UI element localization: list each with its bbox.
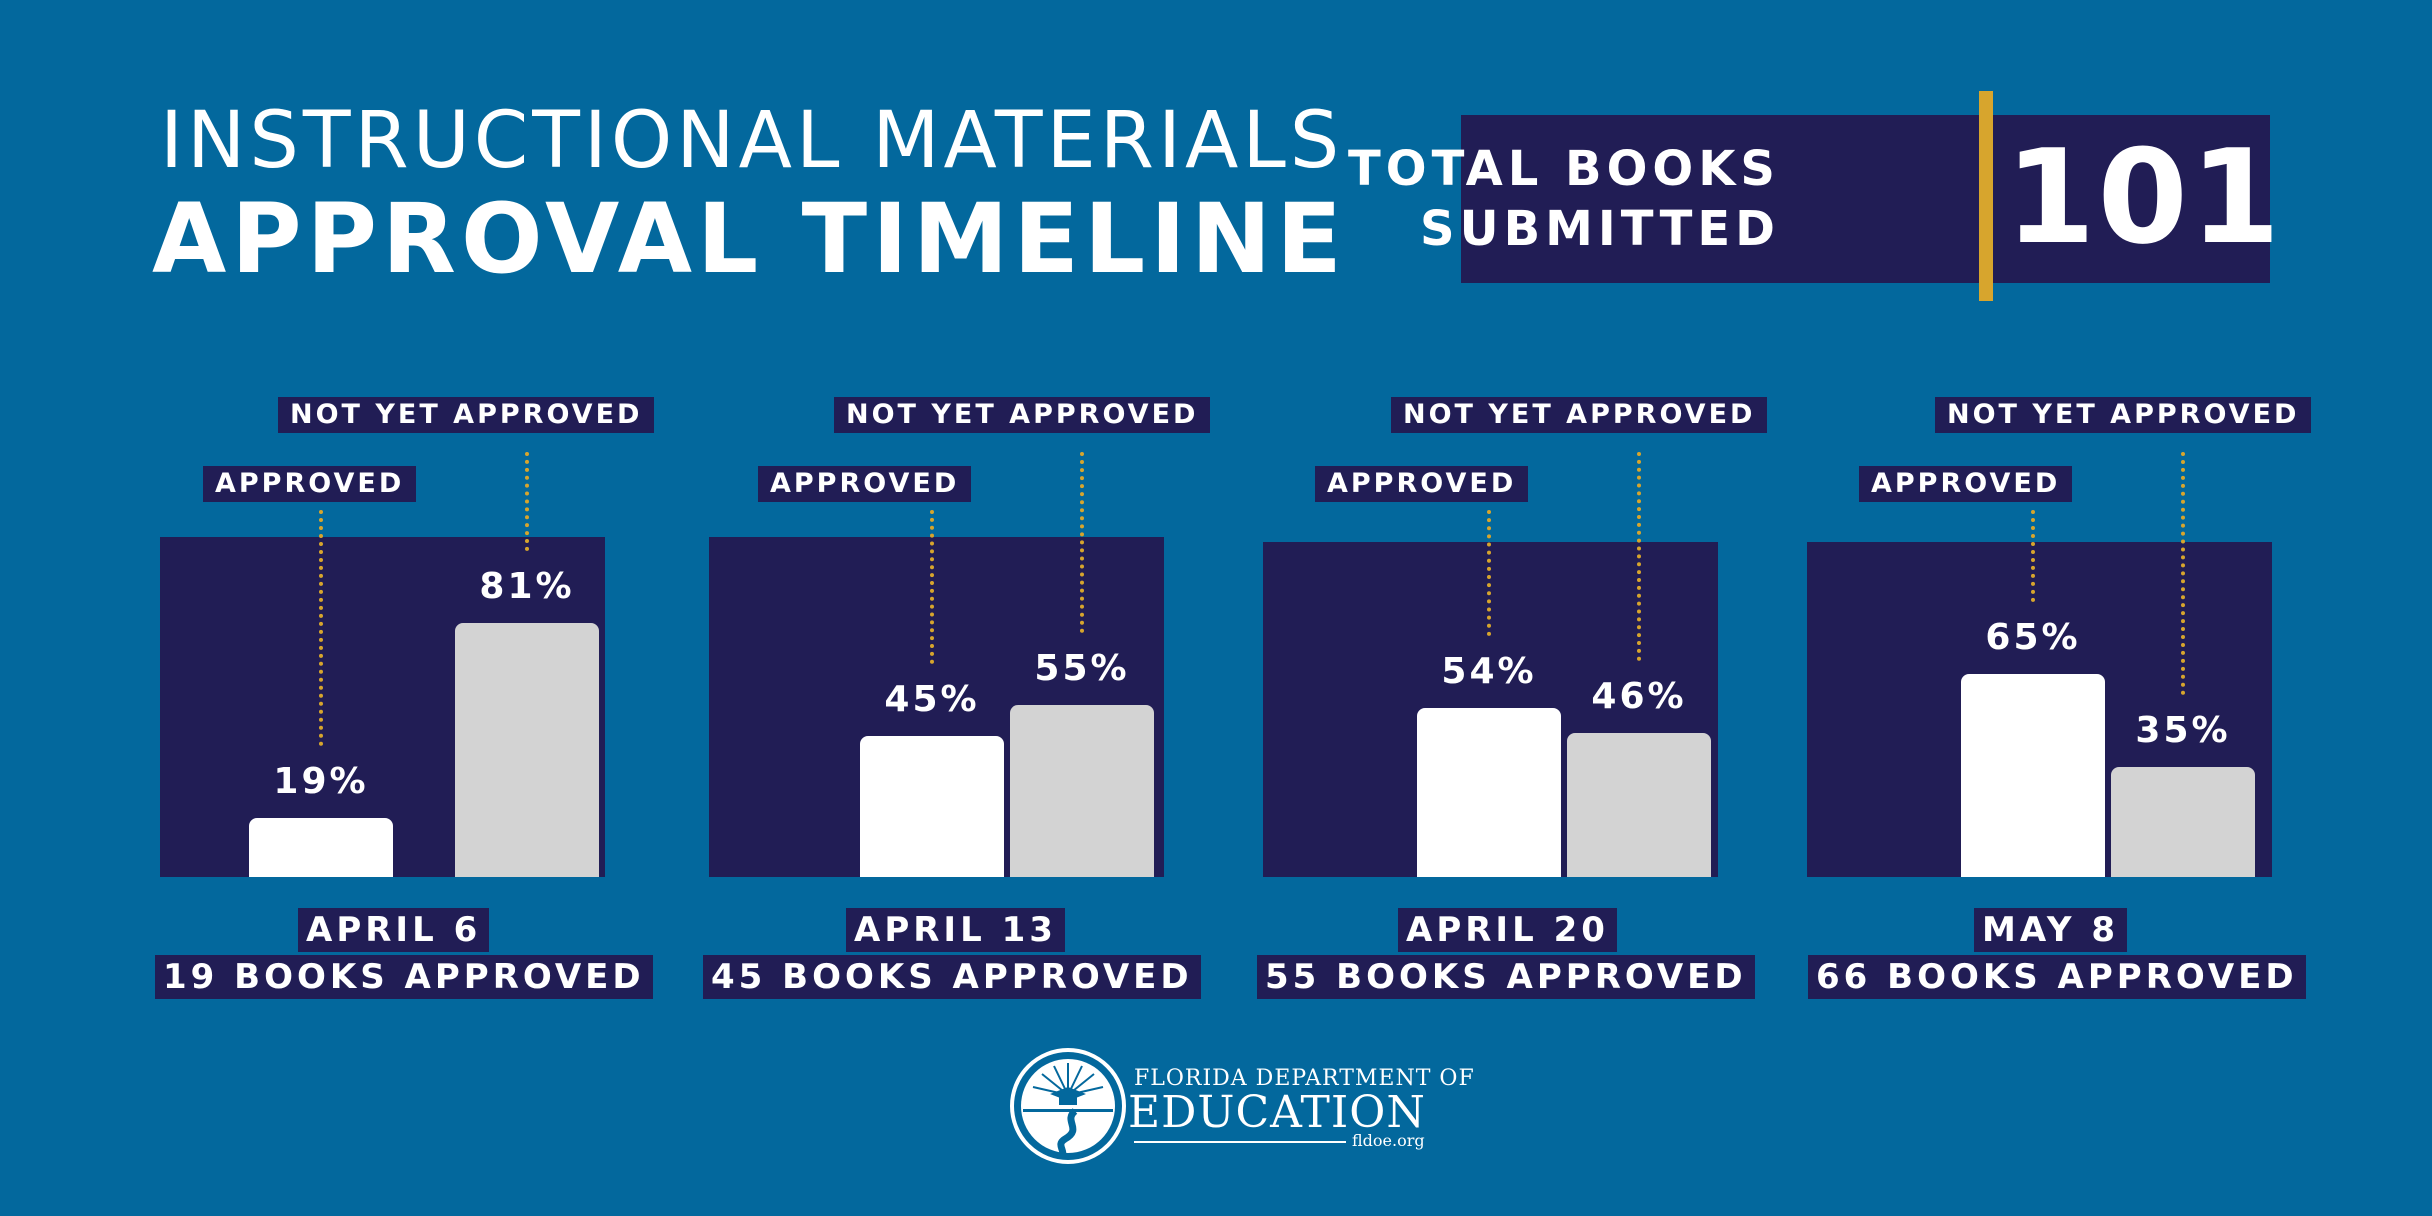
not-yet-approved-percent-label: 55%: [1034, 647, 1130, 689]
not-yet-approved-percent-label: 35%: [2135, 710, 2231, 752]
not-yet-approved-tag: NOT YET APPROVED: [834, 397, 1211, 433]
not-yet-approved-percent-label: 81%: [479, 566, 575, 608]
approved-leader-line: [319, 510, 323, 746]
not-yet-approved-leader-line: [1080, 452, 1084, 633]
approved-leader-line: [2031, 510, 2035, 602]
books-approved-label: 66 BOOKS APPROVED: [1808, 955, 2306, 999]
not-yet-approved-leader-line: [2181, 452, 2185, 696]
fldoe-seal-icon: [1010, 1048, 1126, 1164]
total-books-box: TOTAL BOOKS SUBMITTED: [1348, 115, 2270, 283]
approved-tag: APPROVED: [203, 466, 417, 502]
books-approved-label: 55 BOOKS APPROVED: [1257, 955, 1755, 999]
books-approved-label: 19 BOOKS APPROVED: [155, 955, 653, 999]
logo-text-line-1: FLORIDA DEPARTMENT OF: [1134, 1066, 1475, 1091]
approved-tag: APPROVED: [1859, 466, 2073, 502]
approved-bar: [1417, 707, 1561, 877]
not-yet-approved-bar: [455, 623, 599, 877]
date-label: APRIL 20: [1398, 908, 1617, 952]
books-approved-label: 45 BOOKS APPROVED: [703, 955, 1201, 999]
logo-url: fldoe.org: [1352, 1131, 1425, 1150]
approved-bar: [249, 817, 393, 877]
logo-rule: [1134, 1141, 1346, 1143]
approved-percent-label: 19%: [273, 760, 369, 802]
approved-bar: [860, 736, 1004, 877]
approved-bar: [1961, 673, 2105, 877]
title-line-1: INSTRUCTIONAL MATERIALS: [160, 96, 1344, 186]
not-yet-approved-leader-line: [1637, 452, 1641, 662]
approved-percent-label: 65%: [1985, 616, 2081, 658]
total-books-divider: [1979, 91, 1993, 301]
approved-leader-line: [1487, 510, 1491, 636]
approved-leader-line: [930, 510, 934, 665]
not-yet-approved-tag: NOT YET APPROVED: [1935, 397, 2312, 433]
logo-text-line-2: EDUCATION: [1128, 1087, 1426, 1138]
total-books-label-line-1: TOTAL BOOKS: [1348, 141, 1780, 197]
date-label: APRIL 13: [846, 908, 1065, 952]
not-yet-approved-leader-line: [525, 452, 529, 552]
not-yet-approved-bar: [2111, 767, 2255, 877]
total-books-label: TOTAL BOOKS SUBMITTED: [1348, 139, 1780, 259]
date-label: APRIL 6: [298, 908, 490, 952]
not-yet-approved-tag: NOT YET APPROVED: [278, 397, 655, 433]
not-yet-approved-tag: NOT YET APPROVED: [1391, 397, 1768, 433]
approved-percent-label: 54%: [1441, 650, 1537, 692]
not-yet-approved-bar: [1010, 704, 1154, 877]
approved-tag: APPROVED: [758, 466, 972, 502]
not-yet-approved-percent-label: 46%: [1591, 676, 1687, 718]
not-yet-approved-bar: [1567, 733, 1711, 877]
title-line-2: APPROVAL TIMELINE: [152, 183, 1347, 295]
total-books-label-line-2: SUBMITTED: [1420, 201, 1780, 257]
total-books-value: 101: [2005, 121, 2283, 273]
approved-tag: APPROVED: [1315, 466, 1529, 502]
date-label: MAY 8: [1974, 908, 2128, 952]
approved-percent-label: 45%: [884, 679, 980, 721]
